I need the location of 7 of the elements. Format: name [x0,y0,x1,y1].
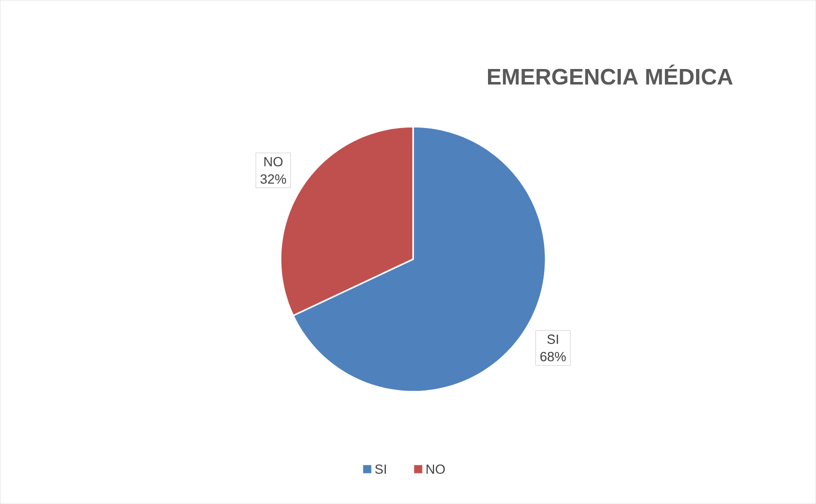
slice-label: SI [547,334,558,344]
legend-label: NO [426,464,445,474]
slice-label: NO [264,157,283,166]
chart-title: EMERGENCIA MÉDICA [488,64,733,85]
data-label: 68% [540,352,566,362]
data-label: 32% [260,174,286,184]
legend-label: SI [375,464,386,474]
